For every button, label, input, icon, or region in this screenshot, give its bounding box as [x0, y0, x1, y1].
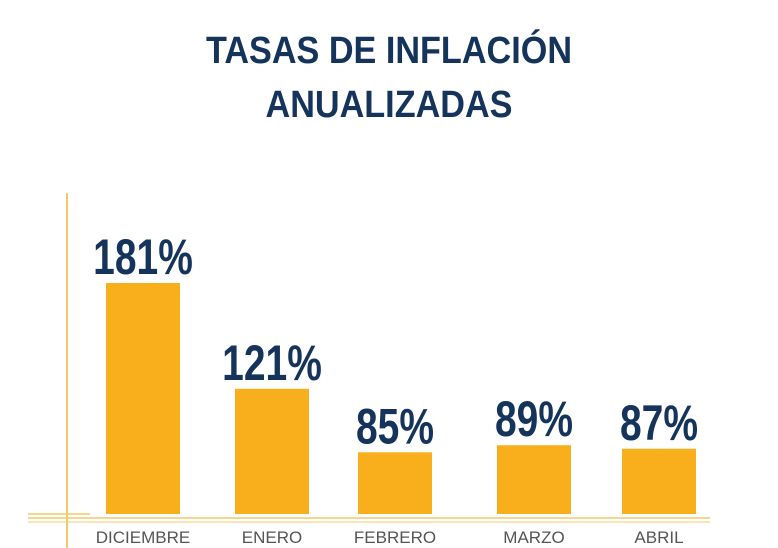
data-label: 85%	[356, 398, 434, 455]
data-label: 87%	[620, 394, 698, 451]
x-tick-label: ENERO	[242, 528, 302, 547]
bar-diciembre	[106, 283, 180, 514]
x-tick-label: MARZO	[503, 528, 564, 547]
x-tick-label: DICIEMBRE	[96, 528, 190, 547]
bar-abril	[622, 448, 696, 514]
bar-enero	[235, 388, 309, 514]
chart-title-line-1: TASAS DE INFLACIÓN	[205, 30, 573, 72]
x-tick-label: FEBRERO	[354, 528, 436, 547]
x-tick-label: ABRIL	[634, 528, 683, 547]
data-label: 121%	[222, 334, 322, 391]
data-label: 89%	[495, 391, 573, 448]
chart-title-line-2: ANUALIZADAS	[265, 84, 513, 126]
data-label: 181%	[93, 228, 193, 285]
bar-marzo	[497, 445, 571, 514]
bar-febrero	[358, 452, 432, 514]
